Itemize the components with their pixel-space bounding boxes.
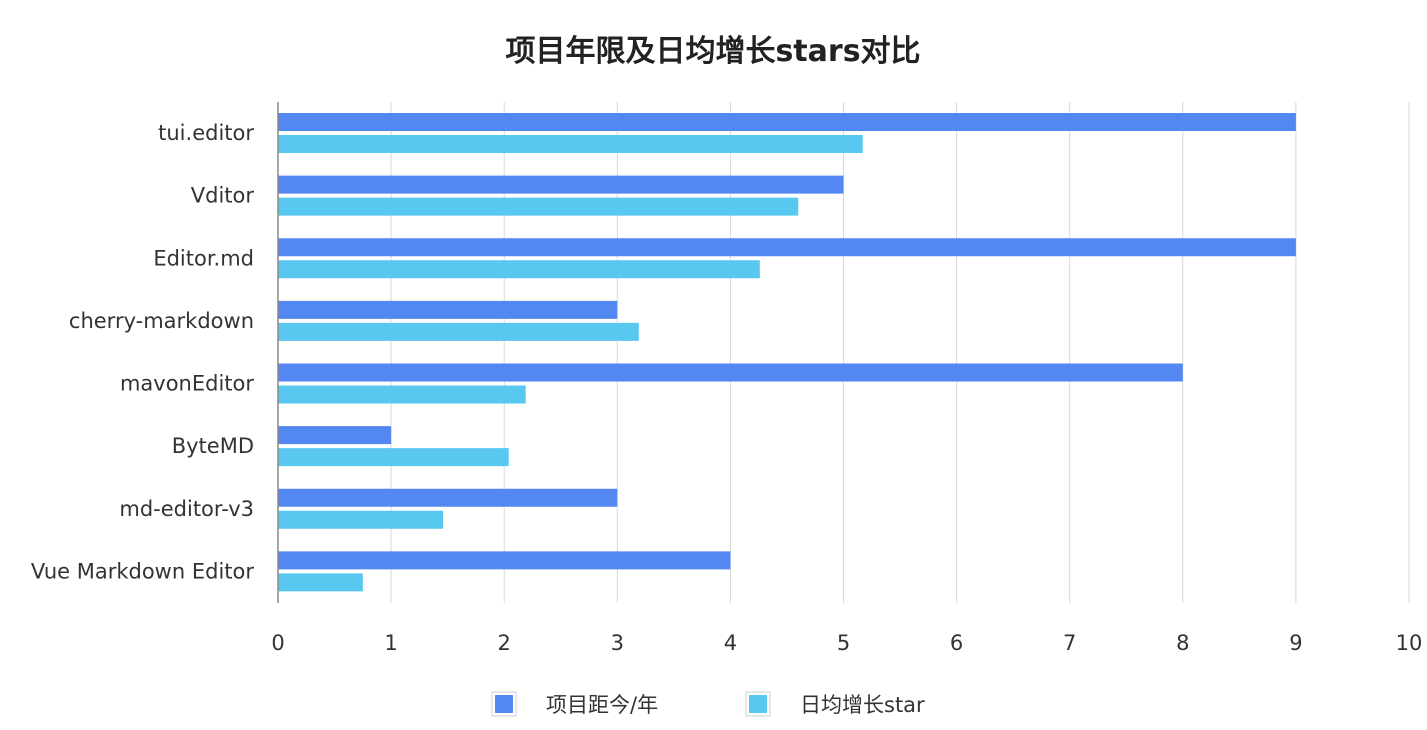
bar-years-4 bbox=[278, 363, 1183, 382]
axes: 0 1 2 3 4 5 6 7 8 9 10 tui.editor Vditor Editor.md che… bbox=[31, 102, 1422, 655]
bar-years-7 bbox=[278, 551, 731, 570]
bar-daily-stars-1 bbox=[278, 197, 799, 216]
x-tick-label: 3 bbox=[611, 631, 624, 655]
x-tick-label: 10 bbox=[1396, 631, 1423, 655]
bar-daily-stars-2 bbox=[278, 260, 760, 279]
x-tick-label: 2 bbox=[498, 631, 511, 655]
x-tick-label: 9 bbox=[1289, 631, 1302, 655]
x-tick-label: 6 bbox=[950, 631, 963, 655]
bars bbox=[278, 113, 1296, 592]
legend-swatch bbox=[495, 695, 513, 713]
category-label: Vue Markdown Editor bbox=[31, 559, 254, 583]
legend-label: 日均增长star bbox=[800, 693, 925, 717]
bar-years-3 bbox=[278, 300, 618, 319]
bar-daily-stars-4 bbox=[278, 385, 526, 404]
category-label: md-editor-v3 bbox=[119, 497, 254, 521]
x-tick-label: 8 bbox=[1176, 631, 1189, 655]
bar-years-5 bbox=[278, 426, 392, 445]
bar-daily-stars-6 bbox=[278, 510, 444, 529]
category-label: tui.editor bbox=[158, 121, 254, 145]
chart-title: 项目年限及日均增长stars对比 bbox=[505, 34, 920, 69]
legend-label: 项目距今/年 bbox=[546, 693, 658, 717]
x-tick-label: 5 bbox=[837, 631, 850, 655]
x-tick-label: 1 bbox=[384, 631, 397, 655]
bar-years-1 bbox=[278, 175, 844, 194]
bar-years-2 bbox=[278, 238, 1296, 257]
x-tick-label: 7 bbox=[1063, 631, 1076, 655]
bar-years-6 bbox=[278, 488, 618, 507]
bar-daily-stars-7 bbox=[278, 573, 363, 592]
bar-years-0 bbox=[278, 113, 1296, 131]
category-label: Editor.md bbox=[153, 246, 254, 270]
x-tick-label: 0 bbox=[271, 631, 284, 655]
x-tick-label: 4 bbox=[724, 631, 737, 655]
category-label: mavonEditor bbox=[120, 372, 254, 396]
category-label: cherry-markdown bbox=[69, 309, 254, 333]
category-label: ByteMD bbox=[172, 434, 254, 458]
legend: 项目距今/年 日均增长star bbox=[491, 691, 925, 717]
bar-daily-stars-3 bbox=[278, 322, 639, 341]
bar-daily-stars-5 bbox=[278, 448, 509, 467]
bar-daily-stars-0 bbox=[278, 135, 863, 153]
category-label: Vditor bbox=[191, 184, 255, 208]
legend-swatch bbox=[749, 695, 767, 713]
